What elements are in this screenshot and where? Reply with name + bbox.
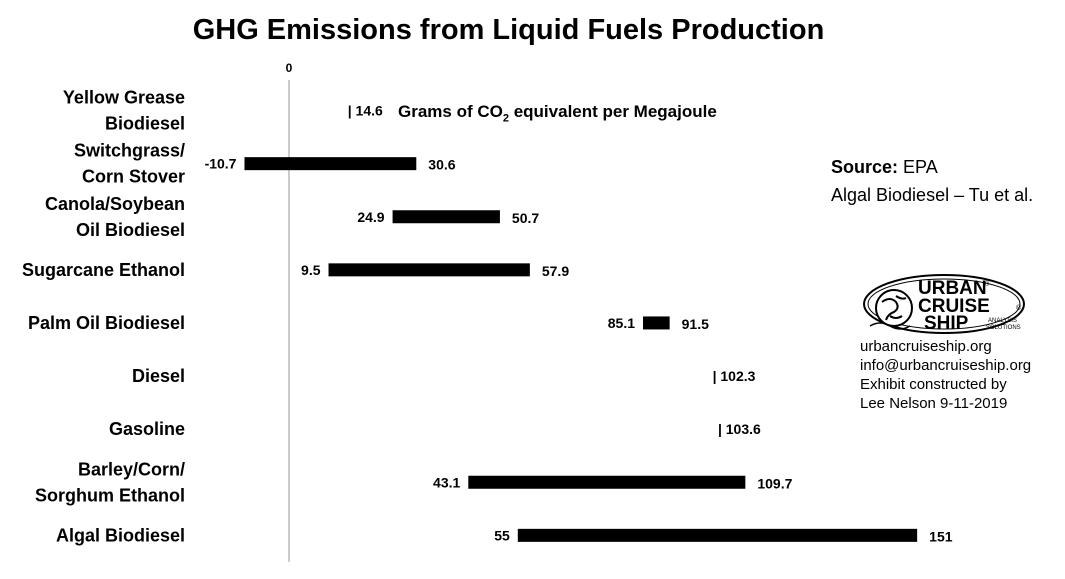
credit-line-2: Lee Nelson 9-11-2019 xyxy=(860,395,1008,412)
range-bar xyxy=(328,263,530,277)
logo-registered-mark: ® xyxy=(984,280,990,288)
range-bar xyxy=(517,528,918,542)
range-high-label: 109.7 xyxy=(757,475,792,491)
email-link[interactable]: info@urbancruiseship.org xyxy=(860,357,1032,374)
category-label: Algal Biodiesel xyxy=(56,525,185,545)
category-label: Sugarcane Ethanol xyxy=(22,260,185,280)
logo-registered-mark-2: ® xyxy=(1016,304,1022,312)
range-low-label: 24.9 xyxy=(357,209,384,225)
category-label: Gasoline xyxy=(109,419,185,439)
category-label: Yellow Grease Biodiesel xyxy=(63,88,185,134)
range-low-label: 85.1 xyxy=(608,315,635,331)
range-bar xyxy=(468,475,746,489)
range-bar xyxy=(392,210,500,224)
source-algal: Algal Biodiesel – Tu et al. xyxy=(831,185,1034,205)
range-low-label: 43.1 xyxy=(433,474,460,490)
range-low-label: 9.5 xyxy=(301,262,321,278)
logo-ship: SHIP xyxy=(924,313,969,334)
category-label: Diesel xyxy=(132,366,185,386)
source-note: Source: EPA Algal Biodiesel – Tu et al. xyxy=(831,153,1033,209)
logo-solutions: SOLUTIONS xyxy=(986,325,1021,331)
logo-urban: URBAN xyxy=(918,278,987,299)
range-high-label: 50.7 xyxy=(512,210,539,226)
unit-note: Grams of CO2 equivalent per Megajoule xyxy=(398,102,717,125)
website-link[interactable]: urbancruiseship.org xyxy=(860,338,992,355)
point-value-label: | 103.6 xyxy=(718,421,761,437)
category-label: Switchgrass/Corn Stover xyxy=(74,141,185,187)
category-label: Palm Oil Biodiesel xyxy=(28,313,185,333)
range-high-label: 151 xyxy=(929,528,953,544)
range-bar xyxy=(643,316,670,330)
credit-line-1: Exhibit constructed by xyxy=(860,376,1007,393)
range-low-label: 55 xyxy=(494,527,510,543)
contact-block: urbancruiseship.org info@urbancruiseship… xyxy=(860,337,1031,413)
range-bar xyxy=(244,157,417,171)
source-label: Source: xyxy=(831,157,899,177)
urban-cruise-ship-logo: URBAN CRUISE SHIP ANALYSIS SOLUTIONS ® ® xyxy=(860,272,1028,336)
source-epa: EPA xyxy=(898,157,938,177)
range-low-label: -10.7 xyxy=(205,156,237,172)
category-label: Canola/Soybean Oil Biodiesel xyxy=(45,194,185,240)
globe-icon xyxy=(875,289,913,327)
category-label: Barley/Corn/Sorghum Ethanol xyxy=(35,459,185,505)
logo-analysis: ANALYSIS xyxy=(988,318,1017,324)
point-value-label: | 102.3 xyxy=(713,368,756,384)
zero-tick-label: 0 xyxy=(286,61,293,75)
chart-title: GHG Emissions from Liquid Fuels Producti… xyxy=(192,14,825,46)
range-high-label: 57.9 xyxy=(542,263,569,279)
range-high-label: 91.5 xyxy=(682,316,709,332)
logo-cruise: CRUISE xyxy=(918,296,990,317)
point-value-label: | 14.6 xyxy=(348,103,383,119)
range-high-label: 30.6 xyxy=(428,157,455,173)
